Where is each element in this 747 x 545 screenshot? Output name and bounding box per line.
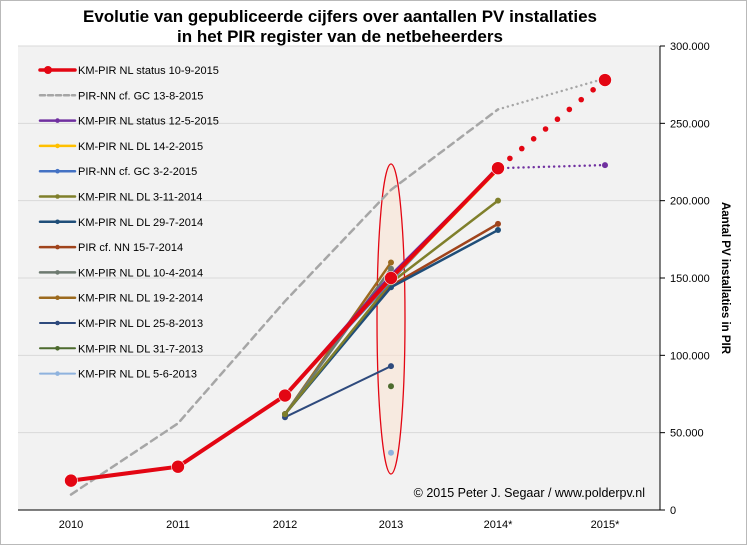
legend-label: PIR-NN cf. GC 3-2-2015 xyxy=(78,166,197,178)
legend-swatch-marker xyxy=(55,295,60,301)
data-point xyxy=(388,265,394,272)
y-tick-label: 100.000 xyxy=(670,350,710,362)
data-point xyxy=(384,271,398,285)
legend-label: KM-PIR NL DL 19-2-2014 xyxy=(78,293,203,305)
y-axis-ticks: 0 50.000 100.000 150.000 200.000 250.000 300.0… xyxy=(660,41,710,517)
y-tick-label: 300.000 xyxy=(670,41,710,53)
chart-title-line-2: in het PIR register van de netbeheerders xyxy=(177,27,503,46)
legend-label: KM-PIR NL status 12-5-2015 xyxy=(78,116,219,128)
y-tick-label: 50.000 xyxy=(670,428,704,440)
data-point xyxy=(278,388,292,403)
data-point xyxy=(171,459,185,474)
legend-swatch-marker xyxy=(55,219,60,225)
projection-line xyxy=(496,77,607,111)
data-point xyxy=(388,449,394,456)
legend-swatch-marker xyxy=(44,66,52,74)
data-point xyxy=(64,473,78,488)
y-tick-label: 0 xyxy=(670,505,676,517)
projection-dot xyxy=(542,126,549,132)
legend-swatch-marker xyxy=(55,143,60,149)
legend-label: PIR cf. NN 15-7-2014 xyxy=(78,242,183,254)
x-axis-ticks: 2010 2011 2012 2013 2014* 2015* xyxy=(59,519,620,531)
legend-swatch-marker xyxy=(55,371,60,376)
x-tick-label: 2010 xyxy=(59,519,83,531)
legend-swatch-marker xyxy=(55,270,60,275)
legend-swatch-marker xyxy=(55,320,60,326)
x-tick-label: 2014* xyxy=(484,519,513,531)
projection-dot xyxy=(590,87,596,93)
legend-swatch-marker xyxy=(55,244,60,250)
legend: KM-PIR NL status 10-9-2015 PIR-NN cf. GC … xyxy=(38,65,219,381)
copyright-notice: © 2015 Peter J. Segaar / www.polderpv.nl xyxy=(414,486,645,500)
projection-end-marker xyxy=(598,73,612,87)
series-line xyxy=(69,108,500,496)
data-point xyxy=(388,259,394,266)
legend-label: KM-PIR NL DL 14-2-2015 xyxy=(78,141,203,153)
projection-dot xyxy=(578,96,585,103)
y-axis-label: Aantal PV installaties in PIR xyxy=(719,202,731,355)
x-tick-label: 2011 xyxy=(166,519,190,531)
projection-dot xyxy=(566,106,573,113)
legend-label: KM-PIR NL DL 31-7-2013 xyxy=(78,343,203,355)
highlight-ellipse-2013 xyxy=(376,163,406,475)
gridlines xyxy=(18,45,660,434)
legend-label: KM-PIR NL DL 3-11-2014 xyxy=(78,192,202,204)
legend-label: KM-PIR NL DL 10-4-2014 xyxy=(78,267,203,279)
legend-swatch-marker xyxy=(55,118,60,123)
data-point xyxy=(495,220,501,227)
x-tick-label: 2012 xyxy=(273,519,297,531)
y-tick-label: 200.000 xyxy=(670,196,710,208)
legend-swatch-marker xyxy=(55,346,60,351)
legend-label: KM-PIR NL DL 25-8-2013 xyxy=(78,318,203,330)
projection-dot xyxy=(507,155,513,162)
legend-label: PIR-NN cf. GC 13-8-2015 xyxy=(78,90,203,102)
legend-swatch-marker xyxy=(55,168,60,174)
chart-title-line-1: Evolutie van gepubliceerde cijfers over … xyxy=(83,7,597,26)
data-point xyxy=(495,197,501,204)
data-point xyxy=(282,411,288,418)
data-point xyxy=(388,363,394,370)
projection-dot xyxy=(554,116,561,123)
x-tick-label: 2015* xyxy=(591,519,620,531)
data-point xyxy=(491,161,505,175)
legend-label: KM-PIR NL status 10-9-2015 xyxy=(78,65,219,77)
projection-dot xyxy=(530,136,537,142)
legend-label: KM-PIR NL DL 5-6-2013 xyxy=(78,369,197,381)
y-tick-label: 150.000 xyxy=(670,273,710,285)
series-layer xyxy=(64,73,612,496)
data-point xyxy=(388,383,394,390)
legend-label: KM-PIR NL DL 29-7-2014 xyxy=(78,217,203,229)
projection-dot xyxy=(518,145,525,152)
projection-end-marker xyxy=(602,162,608,169)
series-line xyxy=(284,365,392,419)
series-line xyxy=(283,267,393,416)
y-tick-label: 250.000 xyxy=(670,118,710,130)
legend-swatch-marker xyxy=(55,194,60,199)
x-tick-label: 2013 xyxy=(379,519,403,531)
data-point xyxy=(495,227,501,234)
